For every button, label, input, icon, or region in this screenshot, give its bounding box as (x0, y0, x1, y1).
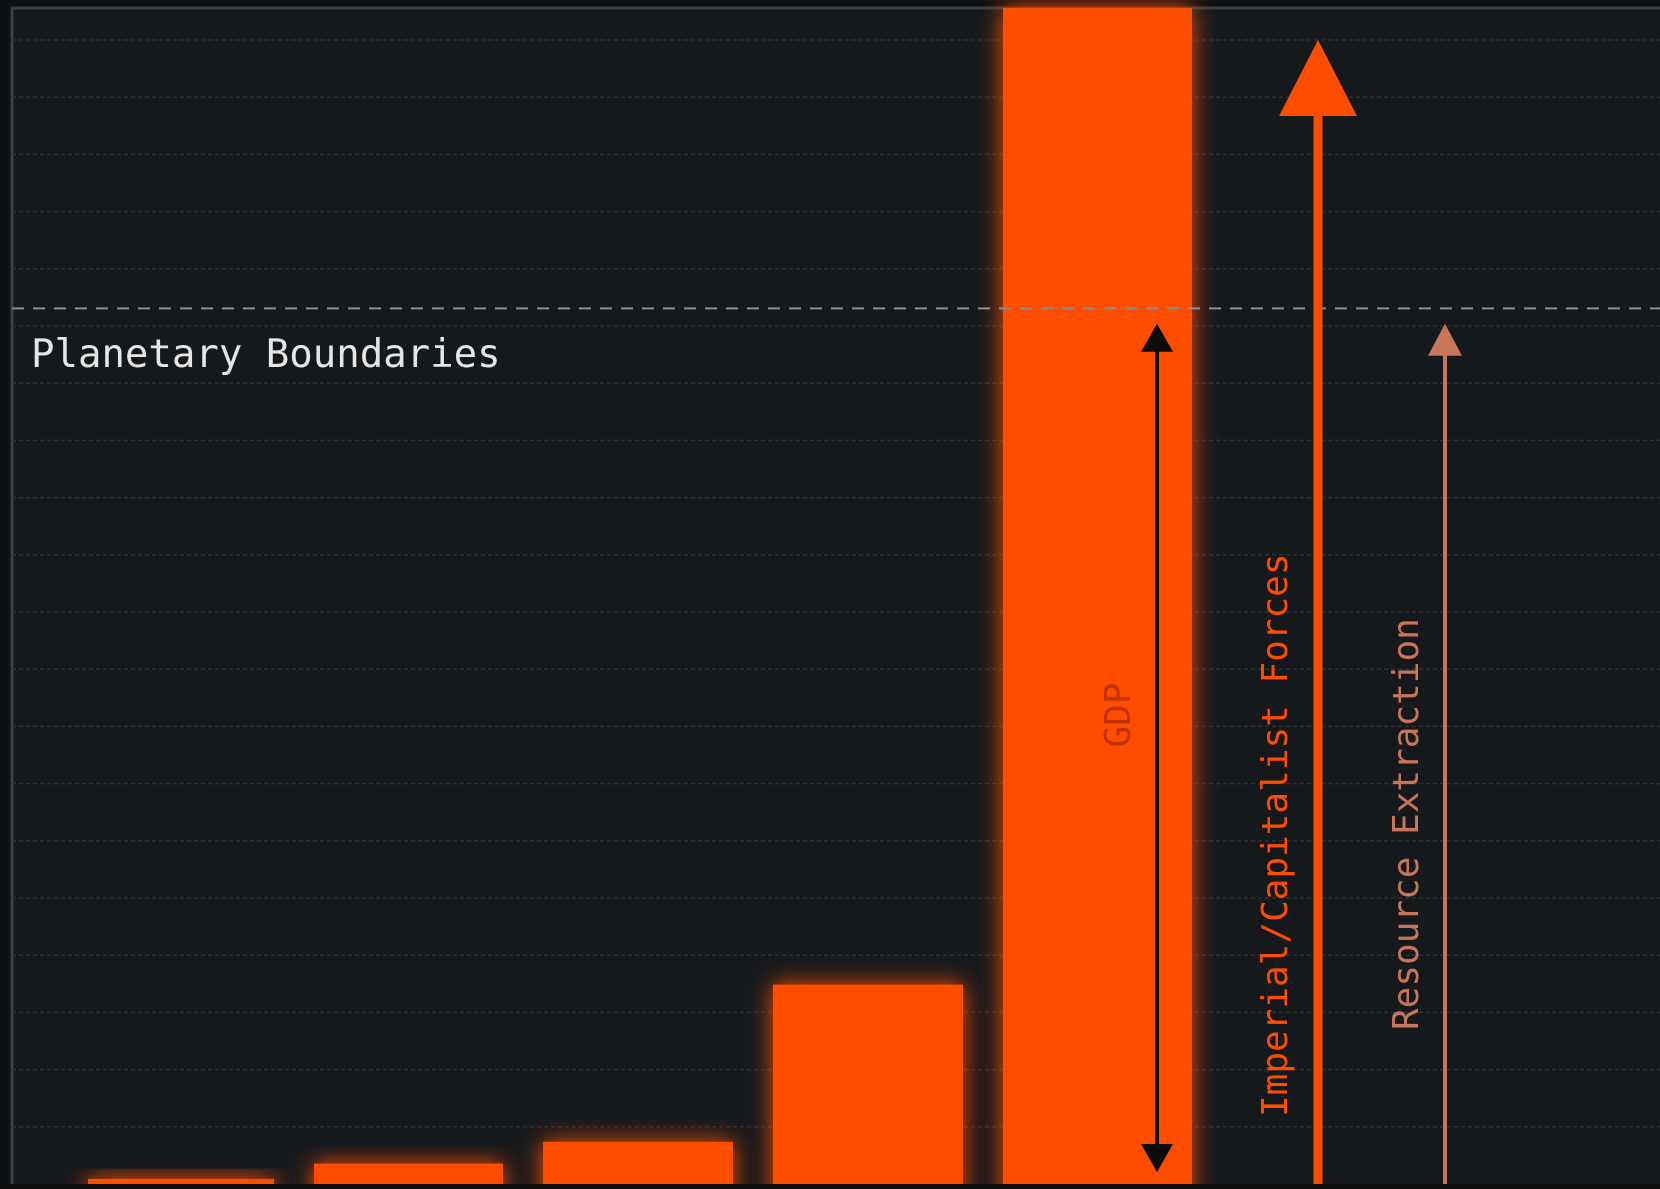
imperial-capitalist-forces-label: Imperial/Capitalist Forces (1255, 553, 1296, 1117)
bar-series (88, 8, 1192, 1189)
imperial-capitalist-forces-arrow-head (1279, 39, 1357, 116)
gridlines (12, 39, 1660, 1128)
bar-3 (543, 1141, 733, 1189)
annotation-layer: GDP Imperial/Capitalist Forces Resource … (1098, 39, 1462, 1189)
gdp-arrow-head-top (1141, 323, 1173, 352)
bar-2 (314, 1163, 503, 1189)
bar-5 (1003, 8, 1192, 1189)
bar-4 (773, 984, 963, 1189)
bar-1 (88, 1178, 274, 1189)
resource-extraction-label: Resource Extraction (1386, 618, 1427, 1030)
resource-extraction-arrow-head (1428, 323, 1462, 356)
gdp-label: GDP (1098, 682, 1139, 747)
planetary-boundaries-label: Planetary Boundaries (31, 332, 501, 377)
gdp-arrow-head-bottom (1141, 1144, 1173, 1172)
